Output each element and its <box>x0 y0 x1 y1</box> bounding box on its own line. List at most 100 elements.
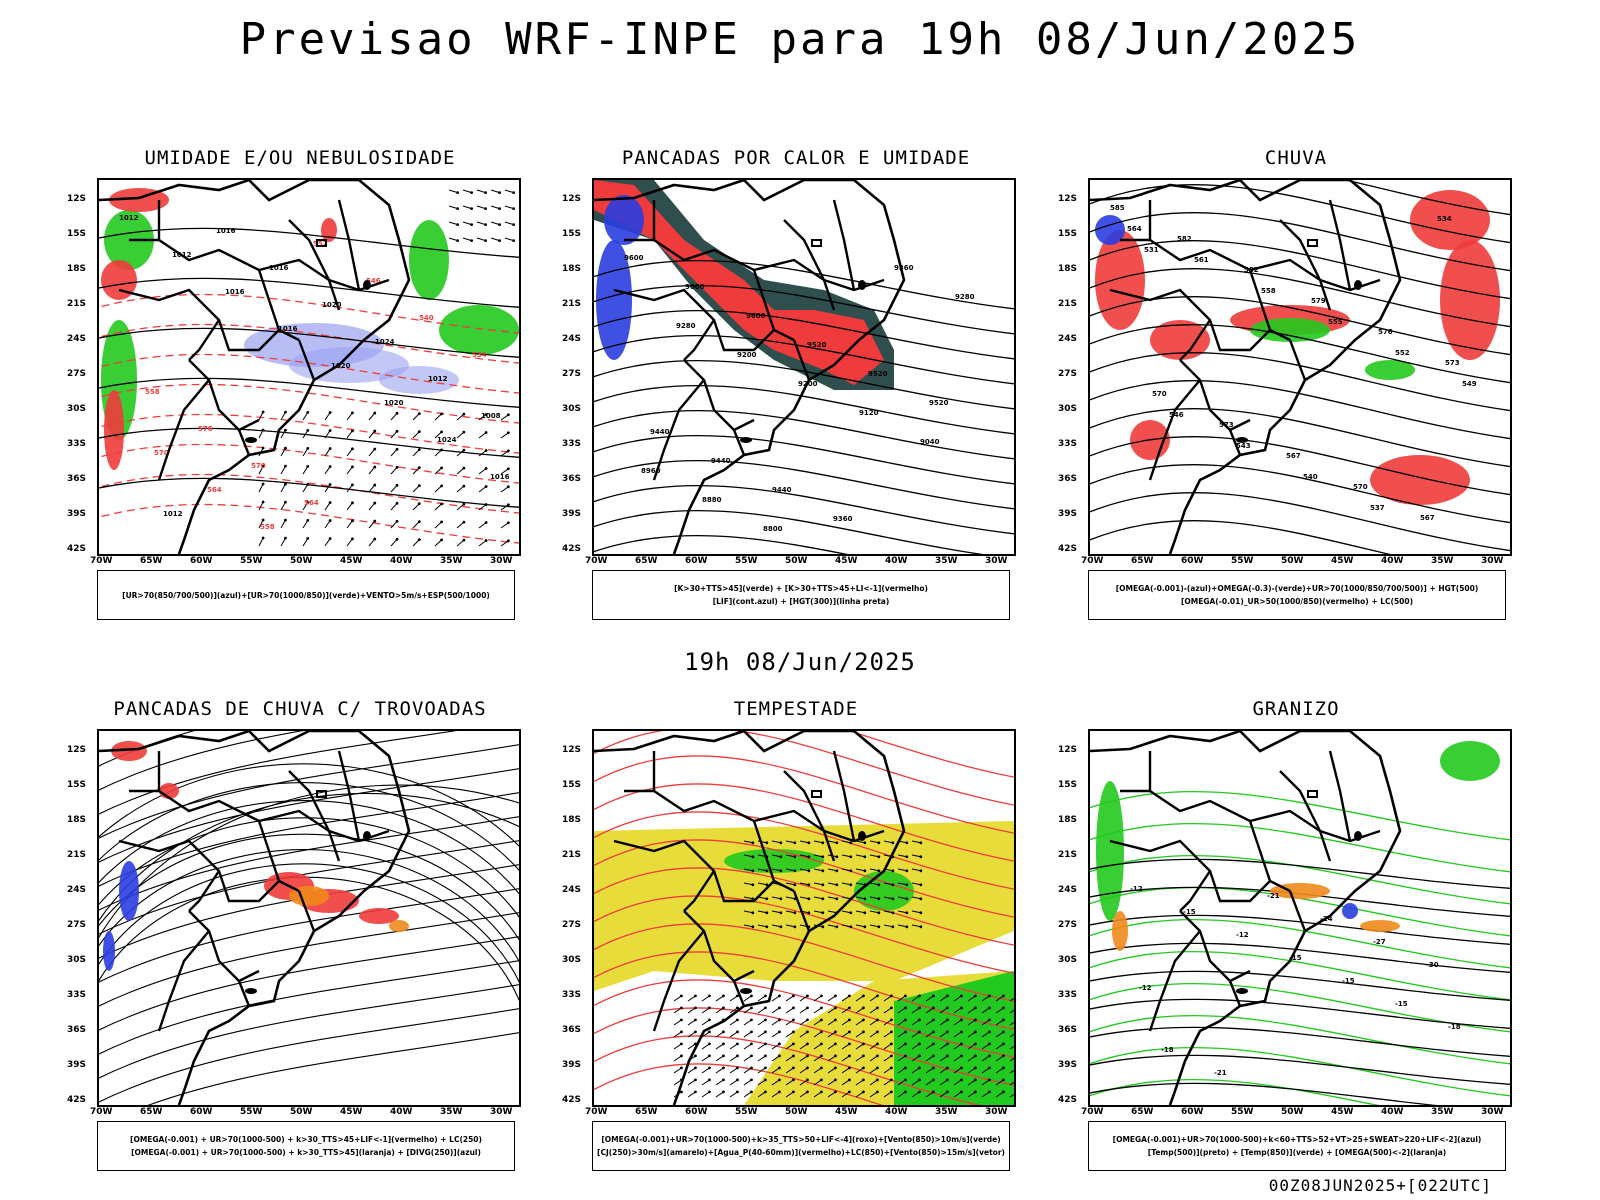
state-border <box>624 200 656 242</box>
wind-vector <box>981 1031 990 1038</box>
wind-vector-head <box>395 519 399 523</box>
wind-vector <box>478 414 487 421</box>
legend-line: [CJ(250)>30m/s](amarelo)+[Agua_P(40-60mm… <box>597 1148 1005 1157</box>
wind-vector-head <box>736 1078 739 1082</box>
wind-vector-head <box>918 1066 921 1070</box>
contour-label: 561 <box>1194 256 1209 264</box>
latitude-label: 36S <box>67 474 87 484</box>
wind-vector-head <box>946 1066 949 1070</box>
wind-vector <box>757 1031 766 1038</box>
state-border <box>1179 359 1251 432</box>
wind-vector <box>967 1079 976 1086</box>
wind-vector <box>813 995 822 1002</box>
wind-vector-head <box>932 1054 935 1058</box>
lc850-contour <box>847 731 1014 778</box>
contour-label: 1012 <box>163 510 183 518</box>
lagoon <box>245 988 257 994</box>
wind-vector-head <box>807 883 811 887</box>
state-border <box>1288 339 1307 381</box>
wind-vector <box>883 924 893 928</box>
temp-500-contour <box>1090 1082 1438 1105</box>
state-border <box>683 870 715 912</box>
wind-vector-head <box>932 1066 935 1070</box>
wind-vector-head <box>904 994 907 998</box>
contour-label: 558 <box>145 388 160 396</box>
height-contour <box>594 434 1014 485</box>
longitude-label: 45W <box>835 556 858 566</box>
wind-vector <box>687 1091 696 1098</box>
wind-vector <box>911 1043 920 1050</box>
wind-vector <box>456 413 465 421</box>
wind-vector-head <box>395 465 399 469</box>
wind-vector-head <box>484 191 487 195</box>
wind-vector <box>346 448 353 457</box>
longitude-label: 50W <box>785 1107 808 1117</box>
wind-vector <box>827 995 836 1002</box>
wind-vector-head <box>820 1006 823 1010</box>
wind-vector-head <box>765 869 769 873</box>
wind-vector <box>715 1043 724 1050</box>
wind-vector-head <box>807 897 811 901</box>
longitude-label: 35W <box>440 556 463 566</box>
state-border <box>129 200 161 242</box>
wind-vector <box>869 1055 878 1062</box>
wind-vector <box>939 1079 948 1086</box>
wind-vector <box>701 1079 710 1086</box>
wind-vector <box>434 539 442 547</box>
wind-vector-head <box>849 911 853 915</box>
wind-vector-head <box>328 411 332 414</box>
contour-label: 570 <box>154 449 169 457</box>
wind-vector <box>324 466 331 475</box>
wind-vector-head <box>470 239 473 243</box>
wind-vector-head <box>806 1078 809 1082</box>
latitude-label: 24S <box>1058 334 1078 344</box>
wind-vector-head <box>835 925 839 929</box>
wind-vector <box>939 1067 948 1074</box>
lc850-contour <box>594 755 1014 834</box>
lake <box>1354 831 1362 841</box>
wind-vector <box>813 1079 822 1086</box>
wind-vector <box>841 1055 850 1062</box>
wind-vector <box>368 484 376 493</box>
wind-vector <box>827 1055 836 1062</box>
wind-vector-head <box>849 925 853 929</box>
wind-vector <box>883 1091 892 1098</box>
latitude-label: 33S <box>1058 439 1078 449</box>
wind-vector <box>1009 1081 1014 1086</box>
state-border <box>1328 750 1352 842</box>
wind-vector <box>771 868 781 872</box>
wind-vector <box>490 221 500 226</box>
wind-vector-head <box>932 1042 935 1046</box>
wind-vector-head <box>890 1042 893 1046</box>
wind-vector-head <box>462 538 466 542</box>
wind-vector-head <box>946 1090 949 1094</box>
wind-vector <box>743 910 753 914</box>
wind-vector <box>967 1031 976 1038</box>
latitude-label: 15S <box>67 229 87 239</box>
wind-vector <box>799 1067 808 1074</box>
contour-label: -30 <box>1426 961 1439 969</box>
wind-vector <box>911 1079 920 1086</box>
wind-vector <box>799 1079 808 1086</box>
panel-title: PANCADAS DE CHUVA C/ TROVOADAS <box>113 698 487 720</box>
wind-vector <box>981 1043 990 1050</box>
wind-vector-head <box>960 1090 963 1094</box>
wind-vector <box>813 882 823 886</box>
wind-vector-head <box>862 994 865 998</box>
wind-vector-head <box>821 869 825 873</box>
contour-label: 567 <box>1286 452 1301 460</box>
wind-vector <box>883 1043 892 1050</box>
wind-vector-head <box>877 897 881 901</box>
wind-vector <box>883 882 893 886</box>
latitude-label: 24S <box>1058 885 1078 895</box>
wind-vector <box>434 521 442 529</box>
wind-vector <box>673 1019 682 1026</box>
wind-vector-head <box>722 1042 725 1046</box>
wind-vector-head <box>694 1066 697 1070</box>
wind-vector <box>897 1055 906 1062</box>
state-border <box>832 750 856 842</box>
wind-vector <box>673 1031 682 1038</box>
contour-label: 9440 <box>711 457 731 465</box>
state-border <box>792 890 811 932</box>
wind-vector-head <box>792 1006 795 1010</box>
